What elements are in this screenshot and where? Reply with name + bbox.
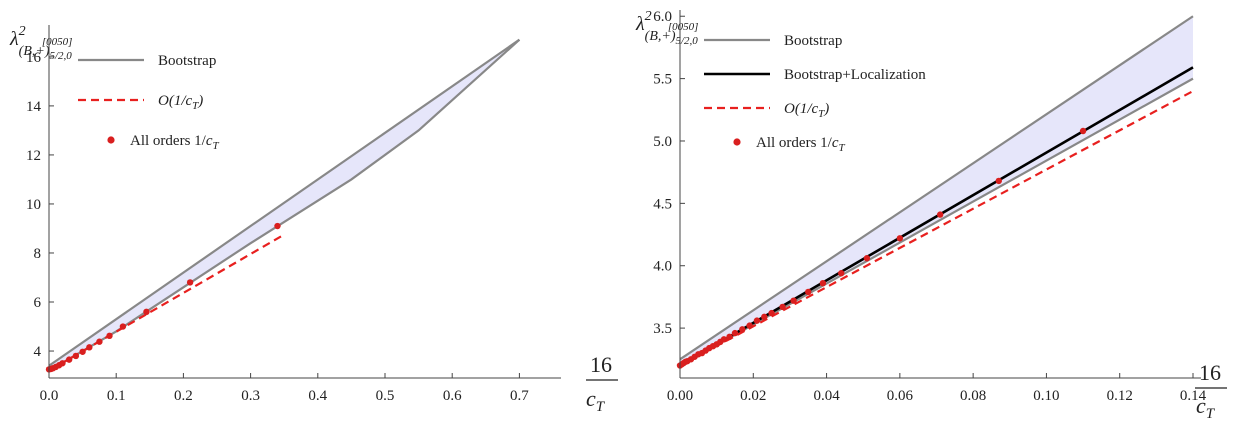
right-all-orders-point xyxy=(896,235,904,242)
left-all-orders-point xyxy=(119,323,127,330)
right-all-orders-point xyxy=(790,297,797,304)
left-x-tick-label: 0.2 xyxy=(174,388,193,404)
left-x-tick-label: 0.1 xyxy=(107,388,126,404)
right-all-orders-point xyxy=(838,270,845,277)
right-y-tick-label: 5.5 xyxy=(653,72,672,88)
left-legend-label: All orders 1/cT xyxy=(130,133,220,152)
svg-text:16: 16 xyxy=(1199,360,1221,385)
left-bootstrap-lower-line xyxy=(48,38,521,372)
left-x-tick-label: 0.4 xyxy=(308,388,327,404)
left-all-orders-point xyxy=(106,332,113,340)
right-x-tick-label: 0.12 xyxy=(1107,388,1133,404)
left-y-tick-label: 16 xyxy=(26,50,42,66)
left-all-orders-point xyxy=(65,356,73,363)
right-all-orders-point xyxy=(761,313,768,321)
right-all-orders-point xyxy=(720,336,728,343)
right-all-orders-point xyxy=(1079,127,1087,135)
left-y-tick-label: 4 xyxy=(34,344,42,360)
right-all-orders-point xyxy=(779,303,786,311)
left-y-tick-label: 8 xyxy=(34,246,42,262)
left-x-tick-label: 0.5 xyxy=(376,388,395,404)
right-all-orders-point xyxy=(753,317,761,324)
left-all-orders-point xyxy=(143,308,150,316)
right-y-tick-label: 4.0 xyxy=(653,259,672,275)
left-x-tick-label: 0.7 xyxy=(510,388,529,404)
left-x-tick-label: 0.0 xyxy=(40,388,59,404)
right-y-tick-label: 5.0 xyxy=(653,134,672,150)
right-all-orders-point xyxy=(768,309,775,317)
right-x-tick-label: 0.06 xyxy=(887,388,914,404)
left-y-tick-label: 12 xyxy=(26,148,41,164)
right-x-tick-label: 0.00 xyxy=(667,388,693,404)
left-x-tick-label: 0.6 xyxy=(443,388,462,404)
left-y-tick-label: 14 xyxy=(26,99,42,115)
right-o1ct-line xyxy=(679,90,1194,367)
left-all-orders-point xyxy=(79,348,86,355)
right-x-tick-label: 0.08 xyxy=(960,388,986,404)
left-legend-label: Bootstrap xyxy=(158,53,216,69)
right-all-orders-point xyxy=(746,322,753,329)
right-y-tick-label: 3.5 xyxy=(653,321,672,337)
left-y-tick-label: 6 xyxy=(34,295,42,311)
svg-text:cT: cT xyxy=(586,386,606,415)
left-legend-label: O(1/cT) xyxy=(158,93,203,112)
right-legend-label: All orders 1/cT xyxy=(756,135,846,154)
right-x-tick-label: 0.14 xyxy=(1180,388,1207,404)
right-legend-label: Bootstrap xyxy=(784,33,842,49)
left-y-tick-label: 10 xyxy=(26,197,41,213)
left-bootstrap-upper-line xyxy=(48,38,521,367)
right-bootstrap-band xyxy=(680,16,1193,366)
right-all-orders-point xyxy=(739,326,746,333)
right-all-orders-point xyxy=(819,279,827,287)
right-x-tick-label: 0.10 xyxy=(1033,388,1059,404)
left-x-axis-title: 16 cT xyxy=(586,352,618,415)
right-y-tick-label: 4.5 xyxy=(653,196,672,212)
right-chart: λ2 (B,+)5/2,0[0050] 16 cT 0.00 0.02 0.04 0.0… xyxy=(635,9,1227,422)
left-x-tick-label: 0.3 xyxy=(241,388,260,404)
right-all-orders-point xyxy=(805,288,812,296)
right-all-orders-point xyxy=(936,211,944,218)
left-all-orders-point xyxy=(59,360,66,367)
left-all-orders-point xyxy=(96,338,103,345)
left-all-orders-point xyxy=(86,344,93,351)
left-all-orders-point xyxy=(72,352,80,360)
right-all-orders-point xyxy=(731,329,739,337)
right-legend-label: O(1/cT) xyxy=(784,101,829,120)
svg-text:16: 16 xyxy=(590,352,612,377)
right-x-tick-label: 0.02 xyxy=(740,388,766,404)
left-all-orders-point xyxy=(186,279,194,286)
left-legend-marker xyxy=(107,136,115,144)
right-all-orders-point xyxy=(726,333,733,341)
left-all-orders-point xyxy=(274,222,281,230)
right-y-tick-label: 6.0 xyxy=(653,9,672,25)
right-legend-label: Bootstrap+Localization xyxy=(784,67,926,83)
right-bootstrap-upper-line xyxy=(679,15,1194,361)
right-x-tick-label: 0.04 xyxy=(813,388,840,404)
right-legend-marker xyxy=(733,138,741,146)
right-all-orders-point xyxy=(863,255,871,262)
right-all-orders-point xyxy=(995,177,1002,185)
left-chart: λ2 (B,+)5/2,0[0050] 16 cT 0.0 0.1 0.2 0.3 0.4… xyxy=(9,24,618,415)
